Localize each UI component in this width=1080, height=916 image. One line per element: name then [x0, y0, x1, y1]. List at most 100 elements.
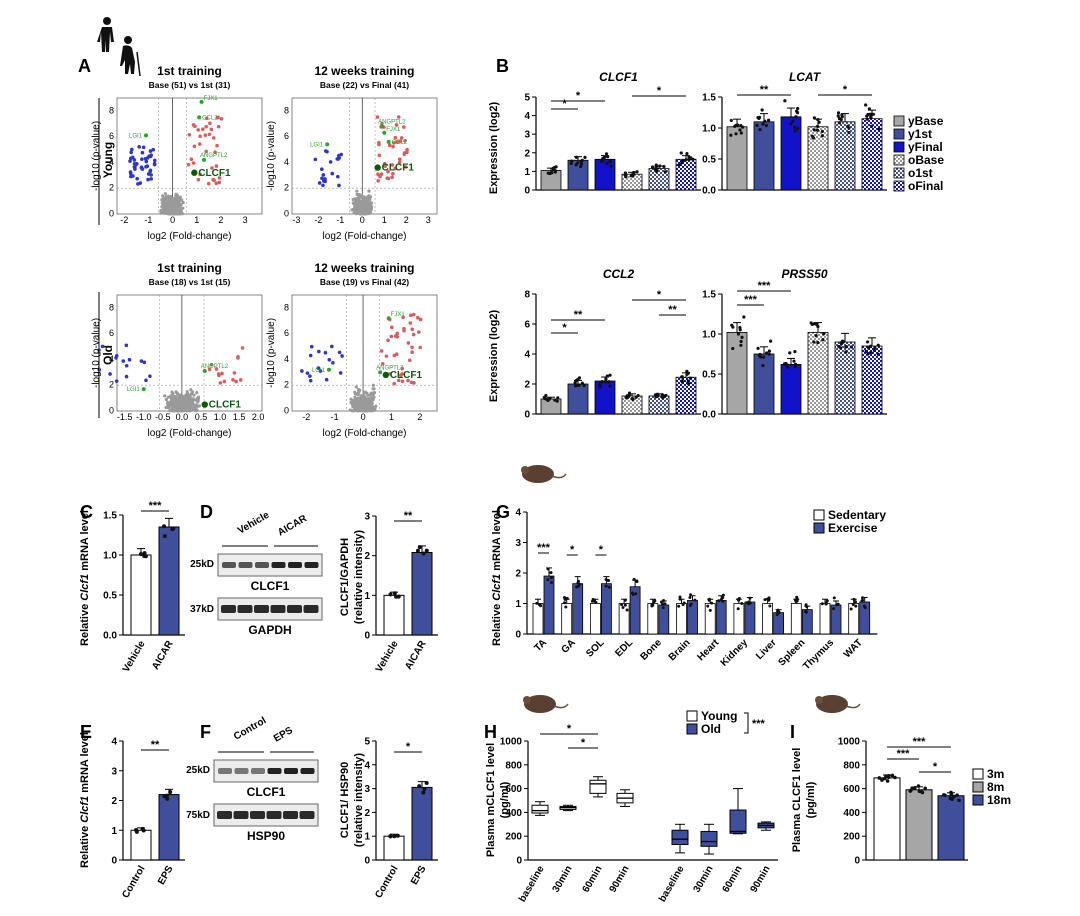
volcano-point-down [132, 158, 137, 162]
b-dot [873, 345, 877, 350]
f-y-tick-label: 5 [364, 737, 370, 748]
h-x-label: 60min [581, 864, 605, 895]
volcano-point-down [124, 343, 129, 348]
g-sig-label: * [570, 544, 575, 556]
b-bar [834, 121, 856, 191]
g-x-label: Liver [754, 637, 779, 662]
volcano-point-clcf1 [374, 164, 381, 171]
volcano-label-fjx1: FJX1 [391, 312, 406, 318]
f-y-tick-label: 4 [364, 760, 370, 771]
i-dot [957, 798, 961, 803]
volcano-point-up [393, 166, 398, 171]
volcano-y-tick: 0 [109, 406, 114, 416]
volcano-point-down [108, 372, 112, 376]
volcano-point [162, 202, 167, 207]
volcano-point-up [383, 164, 387, 169]
b-dot [866, 340, 870, 344]
volcano-point-fjx1 [386, 316, 391, 321]
volcano-point-up [399, 136, 404, 140]
volcano-point-up [234, 379, 238, 384]
e-dot [168, 790, 173, 795]
g-dot [688, 595, 692, 599]
b-dot [837, 121, 841, 125]
volcano-point [354, 397, 358, 402]
volcano-point [177, 395, 181, 399]
b-dot [767, 349, 772, 353]
volcano-point [186, 398, 191, 403]
volcano-point [362, 402, 366, 406]
h-x-label: 30min [551, 864, 575, 895]
e-dot [165, 796, 170, 801]
b-dot [729, 133, 733, 137]
i-dot [880, 778, 884, 782]
f-dot [422, 787, 427, 792]
volcano-point-up [236, 354, 240, 359]
volcano-y-tick: 8 [109, 302, 114, 312]
f-band [267, 768, 282, 774]
b-dot [662, 395, 667, 399]
volcano-point [353, 201, 357, 205]
g-dot [748, 596, 752, 600]
b-sig-label: *** [758, 280, 772, 292]
b-dot [582, 384, 586, 388]
b-gene-title: PRSS50 [781, 267, 827, 281]
volcano-point-up [216, 115, 220, 120]
b-dot [761, 363, 765, 368]
volcano-y-tick: 2 [109, 380, 114, 390]
f-y-tick-label: 3 [364, 784, 370, 795]
volcano-point-up [206, 181, 211, 186]
b-dot [820, 134, 824, 138]
b-sig-label: * [562, 98, 567, 110]
f-band [300, 768, 315, 774]
b-dot [573, 384, 578, 388]
volcano-point-down [135, 176, 139, 181]
g-dot [621, 605, 625, 609]
volcano-point [197, 404, 202, 408]
volcano-point-down [330, 344, 334, 349]
volcano-point [366, 201, 370, 205]
e-dot [141, 828, 146, 833]
e-x-label: Control [120, 864, 147, 900]
volcano-point [353, 407, 357, 411]
volcano-point-up [403, 138, 407, 143]
i-y-tick-label: 0 [854, 856, 860, 867]
b-sig-label: * [843, 84, 848, 96]
d-band [270, 605, 286, 613]
g-x-label: SOL [584, 637, 606, 659]
volcano-label-clcf1: CLCF1 [198, 168, 231, 179]
b-dot [812, 116, 816, 120]
g-bar [773, 612, 784, 635]
b-dot [868, 112, 872, 116]
d-bar [383, 594, 405, 636]
b-dot [836, 111, 841, 115]
legend-old: Old [701, 722, 721, 736]
volcano-x-tick: 1.0 [214, 412, 227, 422]
b-legend-swatch [893, 167, 905, 179]
volcano-point-down [127, 357, 132, 362]
volcano-point-down [139, 165, 144, 169]
b-y-tick-label: 6 [524, 320, 530, 331]
volcano-point-up [196, 177, 201, 182]
volcano-point [163, 394, 167, 398]
b-y-tick-label: 1.0 [702, 124, 716, 135]
b-dot [580, 381, 584, 385]
b-y-tick-label: 1.5 [702, 93, 716, 104]
c-dot [162, 534, 167, 539]
volcano-point [368, 408, 372, 412]
volcano-y-tick: 8 [109, 105, 114, 115]
volcano-x-tick: 0 [361, 412, 366, 422]
volcano-point-down [121, 359, 126, 363]
volcano-point [183, 404, 187, 408]
g-dot [562, 596, 566, 600]
volcano-point [372, 395, 376, 399]
h-ylabel-2: (pg/ml) [499, 781, 511, 818]
d-y-tick-label: 0 [364, 631, 370, 642]
volcano-point-up [402, 125, 406, 129]
panel-label-b: B [496, 56, 509, 76]
volcano-y-tick: 4 [109, 157, 114, 167]
g-dot [854, 604, 858, 608]
volcano-point-up [386, 338, 390, 343]
i-sig-label: * [933, 761, 938, 773]
